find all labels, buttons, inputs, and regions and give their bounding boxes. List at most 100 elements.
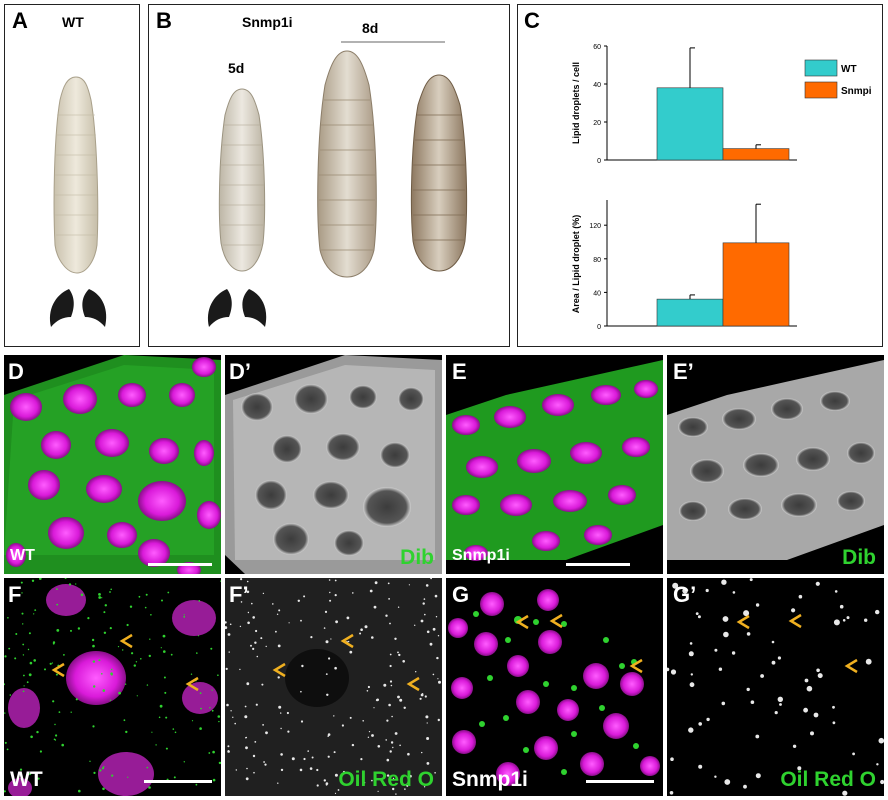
lipid-droplet bbox=[670, 757, 674, 761]
lipid-droplet bbox=[210, 647, 213, 650]
lipid-droplet bbox=[311, 756, 314, 759]
lipid-droplet bbox=[688, 727, 694, 733]
lipid-droplet bbox=[672, 582, 679, 589]
lipid-droplet bbox=[301, 664, 304, 668]
panel-g2-letter: G’ bbox=[673, 582, 697, 607]
bar-wt bbox=[656, 87, 724, 161]
lipid-droplet bbox=[437, 718, 440, 722]
lipid-droplet bbox=[875, 609, 880, 615]
lipid-droplet bbox=[791, 608, 796, 613]
panel-g-letter: G bbox=[452, 582, 470, 607]
lipid-droplet bbox=[813, 712, 819, 718]
lipid-droplet bbox=[705, 588, 709, 593]
lipid-droplet bbox=[240, 578, 243, 581]
lipid-droplet bbox=[832, 705, 835, 709]
lipid-droplet bbox=[255, 703, 258, 706]
lipid-droplet bbox=[359, 632, 362, 635]
lipid-droplet bbox=[323, 779, 326, 782]
lipid-droplet bbox=[755, 773, 761, 779]
lipid-droplet bbox=[138, 595, 141, 598]
lipid-droplet bbox=[420, 693, 424, 697]
lipid-droplet bbox=[160, 647, 162, 649]
lipid-droplet bbox=[144, 606, 147, 609]
lipid-droplet bbox=[245, 777, 249, 781]
lipid-droplet bbox=[667, 667, 670, 672]
lipid-droplet bbox=[183, 761, 185, 763]
lipid-droplet bbox=[406, 784, 409, 787]
panel-b-genotype: Snmp1i bbox=[242, 14, 293, 30]
lipid-droplet bbox=[77, 627, 81, 630]
lipid-droplet bbox=[806, 685, 813, 692]
lipid-droplet bbox=[425, 715, 429, 719]
lipid-droplet bbox=[437, 678, 439, 680]
lipid-droplet bbox=[430, 578, 432, 580]
lipid-droplet bbox=[199, 727, 202, 730]
lipid-droplet bbox=[714, 648, 718, 652]
panel-e-letter: E bbox=[452, 359, 467, 384]
lipid-droplet bbox=[880, 779, 884, 785]
lipid-droplet bbox=[307, 750, 309, 752]
lipid-droplet bbox=[351, 743, 355, 747]
lipid-droplet bbox=[390, 741, 394, 744]
lipid-droplet bbox=[124, 683, 127, 685]
lipid-droplet bbox=[125, 730, 128, 734]
lipid-droplet bbox=[429, 642, 433, 646]
lipid-droplet bbox=[78, 789, 81, 793]
lipid-droplet bbox=[426, 722, 428, 724]
lipid-droplet bbox=[209, 707, 211, 709]
lipid-droplet bbox=[817, 673, 823, 679]
lipid-droplet bbox=[110, 673, 113, 676]
panel-d-label: WT bbox=[10, 547, 35, 564]
lipid-droplet bbox=[397, 606, 400, 608]
lipid-droplet bbox=[804, 678, 809, 683]
lipid-droplet bbox=[146, 766, 149, 769]
lipid-droplet bbox=[31, 579, 35, 582]
lipid-droplet bbox=[110, 588, 112, 591]
lipid-droplet bbox=[217, 674, 219, 676]
lipid-droplet bbox=[21, 592, 23, 594]
lipid-droplet bbox=[101, 673, 103, 675]
lipid-droplet bbox=[19, 768, 23, 771]
lipid-droplet bbox=[39, 578, 42, 580]
lipid-droplet bbox=[225, 667, 228, 670]
lipid-droplet bbox=[4, 712, 6, 714]
lipid-droplet bbox=[254, 741, 257, 743]
lipid-droplet bbox=[324, 610, 328, 613]
lipid-droplet bbox=[275, 630, 277, 633]
lipid-droplet bbox=[68, 583, 72, 586]
lipid-droplet bbox=[394, 637, 397, 640]
lipid-droplet bbox=[33, 613, 35, 615]
lipid-droplet bbox=[262, 724, 264, 726]
lipid-droplet bbox=[695, 612, 699, 615]
lipid-droplet bbox=[22, 690, 25, 693]
lipid-droplet bbox=[99, 769, 102, 772]
lipid-droplet bbox=[280, 753, 283, 756]
lipid-droplet bbox=[64, 578, 67, 579]
lipid-droplet bbox=[264, 763, 267, 766]
lipid-droplet bbox=[127, 776, 129, 778]
lipid-droplet bbox=[252, 754, 256, 758]
lipid-droplet bbox=[280, 712, 282, 714]
lipid-droplet bbox=[397, 695, 400, 699]
lipid-droplet bbox=[797, 766, 802, 771]
panel-b-age-5d: 5d bbox=[228, 60, 245, 76]
lipid-droplet bbox=[366, 690, 369, 692]
lipid-droplet bbox=[190, 673, 193, 675]
lipid-droplet bbox=[244, 705, 247, 708]
lipid-droplet bbox=[329, 599, 332, 602]
lipid-droplet bbox=[245, 746, 248, 750]
lipid-droplet bbox=[328, 657, 331, 660]
lipid-droplet bbox=[386, 758, 390, 762]
lipid-droplet bbox=[39, 750, 43, 753]
lipid-droplet bbox=[316, 768, 319, 772]
lipid-droplet bbox=[389, 653, 392, 656]
lipid-droplet bbox=[414, 624, 416, 626]
lipid-droplet bbox=[150, 614, 152, 616]
y-tick-label: 0 bbox=[597, 158, 601, 165]
lipid-droplet bbox=[792, 744, 797, 748]
lipid-droplet bbox=[669, 791, 674, 795]
lipid-droplet bbox=[162, 634, 166, 638]
panel-b-age-8d: 8d bbox=[362, 20, 379, 36]
panel-g-image: G Snmp1i bbox=[446, 578, 663, 796]
lipid-droplet bbox=[842, 790, 848, 796]
